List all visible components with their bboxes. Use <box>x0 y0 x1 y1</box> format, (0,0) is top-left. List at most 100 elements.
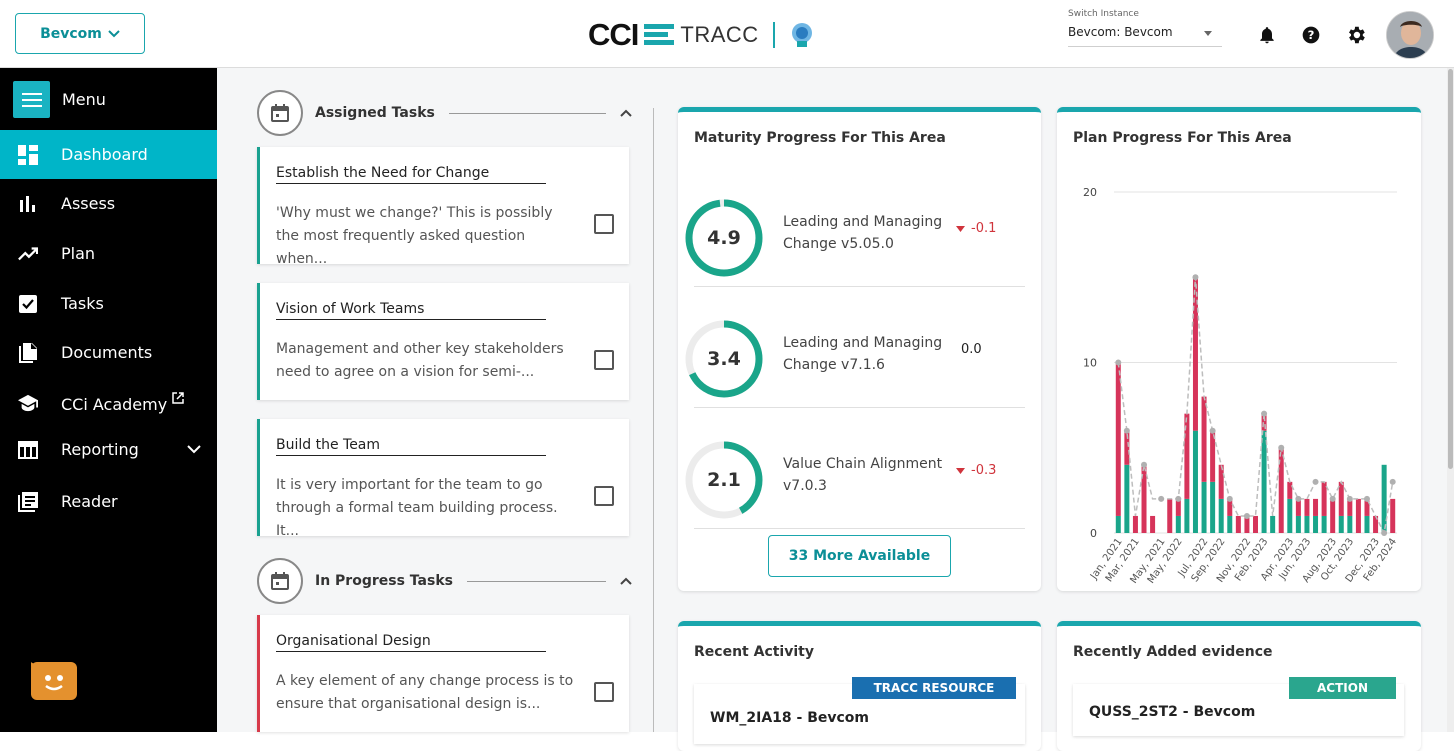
maturity-item[interactable]: 2.1 Value Chain Alignment v7.0.3 -0.3 <box>678 429 1026 549</box>
bar-complete <box>1115 515 1121 533</box>
action-badge: ACTION <box>1289 677 1396 699</box>
company-selector-button[interactable]: Bevcom <box>15 13 145 54</box>
bar-complete <box>1270 515 1276 533</box>
bar-open <box>1192 277 1198 431</box>
bar-complete <box>1321 515 1327 533</box>
task-checkbox[interactable] <box>594 350 614 370</box>
line-point <box>1278 444 1285 451</box>
bar-complete <box>1287 498 1293 533</box>
task-description: It is very important for the team to go … <box>276 477 558 539</box>
score-delta: 0.0 <box>961 342 982 357</box>
line-point <box>1115 359 1122 366</box>
line-point <box>1381 530 1388 536</box>
resource-badge: TRACC RESOURCE <box>852 677 1016 699</box>
score-value: 3.4 <box>707 348 741 370</box>
line-point <box>1192 274 1199 281</box>
chevron-up-icon[interactable] <box>620 577 632 585</box>
notifications-bell-icon[interactable] <box>1256 24 1278 46</box>
bar-open <box>1175 498 1181 516</box>
maturity-item[interactable]: 4.9 Leading and Managing Change v5.05.0 … <box>678 187 1026 307</box>
sidebar-item-reader[interactable]: Reader <box>0 477 217 526</box>
more-available-button[interactable]: 33 More Available <box>768 535 951 577</box>
bar-open <box>1167 498 1173 533</box>
line-point <box>1141 461 1148 468</box>
bar-open <box>1347 498 1353 516</box>
score-delta: -0.3 <box>956 463 996 478</box>
bar-open <box>1124 430 1130 465</box>
task-card[interactable]: Vision of Work Teams Management and othe… <box>257 283 629 400</box>
sidebar: Menu Dashboard Assess Plan Tasks Documen… <box>0 68 217 732</box>
calendar-icon <box>257 558 303 604</box>
in-progress-tasks-header[interactable]: In Progress Tasks <box>257 557 632 605</box>
task-description: Management and other key stakeholders ne… <box>276 341 564 380</box>
evidence-name: QUSS_2ST2 - Bevcom <box>1089 704 1256 720</box>
bar-complete <box>1184 498 1190 533</box>
menu-label: Menu <box>62 90 106 109</box>
hamburger-icon[interactable] <box>13 81 50 118</box>
score-delta: -0.1 <box>956 221 996 236</box>
card-title: Maturity Progress For This Area <box>694 130 946 146</box>
sidebar-item-plan[interactable]: Plan <box>0 229 217 278</box>
switch-instance[interactable]: Switch Instance Bevcom: Bevcom <box>1068 9 1222 47</box>
line-point <box>1175 495 1182 502</box>
task-card[interactable]: Organisational Design A key element of a… <box>257 615 629 732</box>
line-point <box>1363 495 1370 502</box>
user-avatar[interactable] <box>1386 11 1434 59</box>
card-title: Recent Activity <box>694 644 814 660</box>
bar-complete <box>1124 464 1130 533</box>
bar-complete <box>1313 515 1319 533</box>
divider <box>466 580 606 582</box>
score-ring: 3.4 <box>685 320 763 398</box>
help-icon[interactable]: ? <box>1300 24 1322 46</box>
assessment-name: Leading and Managing Change v5.05.0 <box>783 214 943 252</box>
task-title[interactable]: Vision of Work Teams <box>276 301 546 320</box>
maturity-item[interactable]: 3.4 Leading and Managing Change v7.1.6 0… <box>678 308 1026 428</box>
menu-toggle[interactable]: Menu <box>13 81 106 118</box>
chevron-up-icon[interactable] <box>620 109 632 117</box>
task-card[interactable]: Establish the Need for Change 'Why must … <box>257 147 629 267</box>
sidebar-item-dashboard[interactable]: Dashboard <box>0 130 217 179</box>
sidebar-item-label: CCi Academy <box>61 391 185 414</box>
progress-ring-icon <box>685 320 763 398</box>
cci-tracc-logo[interactable]: CCI TRACC <box>588 17 815 52</box>
task-checkbox[interactable] <box>594 682 614 702</box>
bar-complete <box>1347 515 1353 533</box>
bar-open <box>1184 413 1190 499</box>
line-point <box>1226 495 1233 502</box>
task-checkbox[interactable] <box>594 214 614 234</box>
bar-open <box>1235 515 1241 533</box>
documents-icon <box>18 342 38 363</box>
task-title[interactable]: Organisational Design <box>276 633 546 652</box>
section-title: In Progress Tasks <box>315 573 453 589</box>
sidebar-item-assess[interactable]: Assess <box>0 179 217 228</box>
bar-open <box>1278 447 1284 533</box>
instance-select[interactable]: Bevcom: Bevcom <box>1068 25 1222 47</box>
sidebar-item-tasks[interactable]: Tasks <box>0 279 217 328</box>
score-ring: 4.9 <box>685 199 763 277</box>
task-checkbox[interactable] <box>594 486 614 506</box>
sidebar-item-documents[interactable]: Documents <box>0 328 217 377</box>
main-content: Assigned Tasks Establish the Need for Ch… <box>217 68 1447 751</box>
page-scrollbar[interactable] <box>1447 68 1454 732</box>
settings-gear-icon[interactable] <box>1345 24 1367 46</box>
bar-complete <box>1227 515 1233 533</box>
switch-instance-label: Switch Instance <box>1068 9 1139 19</box>
task-title[interactable]: Build the Team <box>276 437 546 456</box>
bar-open <box>1141 464 1147 533</box>
sidebar-item-cci-academy[interactable]: CCi Academy <box>0 378 217 427</box>
instance-value: Bevcom: Bevcom <box>1068 25 1173 39</box>
sidebar-item-reporting[interactable]: Reporting <box>0 425 217 474</box>
card-title: Plan Progress For This Area <box>1073 130 1292 146</box>
task-card[interactable]: Build the Team It is very important for … <box>257 419 629 539</box>
logo-cci-text: CCI <box>588 17 639 52</box>
bar-complete <box>1295 515 1301 533</box>
assigned-tasks-header[interactable]: Assigned Tasks <box>257 89 632 137</box>
assessment-name: Leading and Managing Change v7.1.6 <box>783 335 943 373</box>
sidebar-item-label: Assess <box>61 194 116 213</box>
chat-bot-icon[interactable] <box>25 660 77 700</box>
line-point <box>1295 495 1302 502</box>
bar-complete <box>1210 481 1216 533</box>
sidebar-item-label: Documents <box>61 343 153 362</box>
task-title[interactable]: Establish the Need for Change <box>276 165 546 184</box>
sidebar-item-label: Dashboard <box>61 145 148 164</box>
